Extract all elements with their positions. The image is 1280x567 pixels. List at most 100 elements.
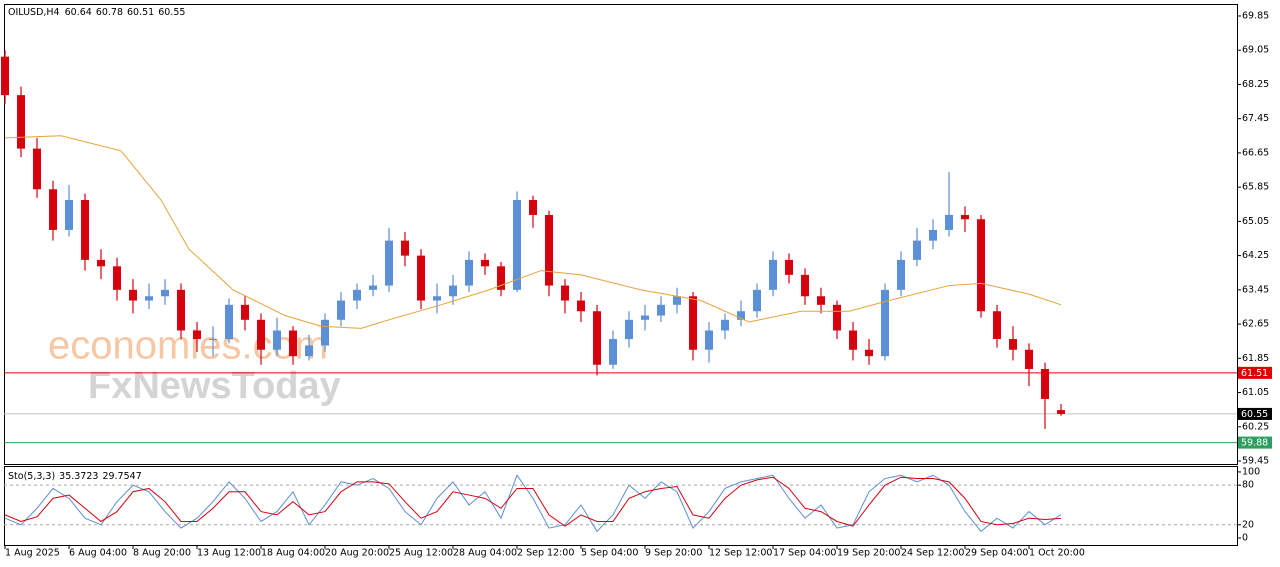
candle-body [81, 199, 89, 260]
candle-body [561, 285, 569, 301]
y-tick-label: 62.65 [1242, 319, 1269, 330]
x-tick-label: 5 Sep 04:00 [581, 548, 638, 559]
x-tick-label: 8 Aug 20:00 [133, 548, 191, 559]
candle-body [65, 199, 73, 230]
candle-body [1009, 339, 1017, 350]
watermark: FxNewsToday [88, 365, 341, 407]
indicator-main: 35.3723 [59, 471, 98, 482]
level-label: 59.88 [1241, 438, 1268, 449]
candle-body [929, 229, 937, 241]
y-tick-label: 61.85 [1242, 353, 1269, 364]
candle-body [1057, 410, 1065, 414]
indicator-title: Sto(5,3,3) 35.3723 29.7547 [8, 471, 142, 482]
indicator-line [4, 476, 1062, 527]
indicator-signal: 29.7547 [102, 471, 141, 482]
candle-body [321, 319, 329, 346]
candle-body [977, 219, 985, 312]
y-tick-label: 60.25 [1242, 421, 1269, 432]
candle-body [433, 296, 441, 301]
candle-body [641, 315, 649, 320]
candle-body [337, 300, 345, 320]
candle-body [161, 289, 169, 297]
quote-low: 60.51 [127, 7, 154, 18]
candle-body [529, 199, 537, 215]
x-tick-label: 28 Aug 04:00 [453, 548, 517, 559]
candle-body [657, 304, 665, 316]
x-tick-label: 24 Sep 12:00 [901, 548, 964, 559]
indicator-line [4, 474, 1062, 533]
candle-body [193, 330, 201, 340]
candle-body [801, 274, 809, 297]
candle-body [305, 345, 313, 357]
candle-body [721, 319, 729, 331]
candle-body [897, 259, 905, 290]
candle-body [577, 300, 585, 312]
candle-body [625, 319, 633, 340]
quote-high: 60.78 [96, 7, 123, 18]
candle-body [273, 330, 281, 350]
x-tick-label: 20 Aug 20:00 [325, 548, 389, 559]
y-tick-label: 69.85 [1242, 10, 1269, 21]
candle-body [705, 330, 713, 350]
candle-body [833, 304, 841, 331]
candle-body [1, 56, 9, 96]
x-tick-label: 18 Aug 04:00 [261, 548, 325, 559]
candle-body [881, 289, 889, 357]
level-label: 61.51 [1241, 368, 1268, 379]
candle-body [1025, 349, 1033, 370]
candle-body [481, 259, 489, 267]
y-tick-label: 63.45 [1242, 284, 1269, 295]
level-label-box [1238, 407, 1272, 420]
y-tick-label: 61.05 [1242, 387, 1269, 398]
x-tick-label: 9 Sep 20:00 [645, 548, 702, 559]
indicator-y-tick-label: 80 [1242, 480, 1254, 491]
candle-body [417, 255, 425, 301]
candle-body [369, 285, 377, 290]
y-tick-label: 64.25 [1242, 250, 1269, 261]
candle-body [209, 339, 217, 341]
y-tick-label: 59.45 [1242, 456, 1269, 467]
y-tick-label: 65.05 [1242, 216, 1269, 227]
candle-body [177, 289, 185, 331]
level-label-box [1238, 436, 1272, 449]
candle-body [993, 311, 1001, 340]
candle-body [497, 266, 505, 290]
candle-body [769, 259, 777, 290]
candle-body [17, 95, 25, 149]
indicator-name: Sto(5,3,3) [8, 471, 55, 482]
candle-body [49, 189, 57, 230]
watermark: economies.com [48, 324, 328, 368]
symbol: OILUSD,H4 [8, 7, 60, 18]
candle-body [1041, 369, 1049, 399]
candle-body [817, 296, 825, 305]
candle-body [113, 266, 121, 290]
candle-body [753, 289, 761, 312]
candle-body [785, 259, 793, 275]
candle-body [289, 330, 297, 357]
candle-body [465, 259, 473, 286]
level-label: 60.55 [1241, 409, 1268, 420]
x-tick-label: 25 Aug 12:00 [389, 548, 453, 559]
candle-body [129, 289, 137, 301]
candle-body [961, 214, 969, 220]
x-tick-label: 12 Sep 12:00 [709, 548, 772, 559]
candle-body [145, 296, 153, 301]
main-panel-frame [4, 4, 1238, 465]
candle-body [689, 296, 697, 350]
indicator-y-tick-label: 100 [1242, 466, 1260, 477]
candle-body [865, 349, 873, 357]
candle-body [593, 311, 601, 365]
candle-body [737, 311, 745, 320]
candle-body [849, 330, 857, 350]
x-tick-label: 6 Aug 04:00 [69, 548, 127, 559]
x-tick-label: 19 Sep 20:00 [837, 548, 900, 559]
level-label-box [1238, 366, 1272, 379]
candle-body [385, 240, 393, 286]
y-tick-label: 65.85 [1242, 182, 1269, 193]
moving-average [4, 135, 1062, 329]
indicator-y-tick-label: 0 [1242, 532, 1248, 543]
candle-body [913, 240, 921, 260]
y-tick-label: 66.65 [1242, 147, 1269, 158]
candle-body [225, 304, 233, 340]
